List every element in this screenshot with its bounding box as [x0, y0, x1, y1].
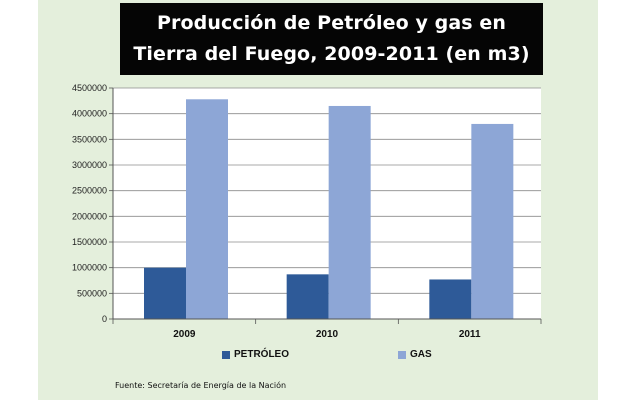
y-tick-label: 3000000 — [72, 160, 107, 170]
y-tick-label: 0 — [102, 314, 107, 324]
legend-swatch-petroleo — [222, 350, 230, 359]
y-tick-label: 1500000 — [72, 237, 107, 247]
legend-item-petroleo: PETRÓLEO — [222, 349, 289, 360]
y-tick-label: 3500000 — [72, 134, 107, 144]
chart-source-note: Fuente: Secretaría de Energía de la Naci… — [115, 381, 287, 390]
x-tick-label: 2011 — [459, 329, 481, 340]
chart-title-line-2: Tierra del Fuego, 2009-2011 (en m3) — [133, 43, 530, 65]
y-tick-label: 2000000 — [72, 211, 107, 221]
bar-petr-leo-2009 — [144, 267, 186, 319]
chart-title-line-1: Producción de Petróleo y gas en — [156, 12, 507, 34]
bar-gas-2011 — [471, 123, 514, 319]
chart-title: Producción de Petróleo y gas en Tierra d… — [120, 3, 543, 75]
y-tick-label: 1000000 — [72, 263, 107, 273]
bar-petr-leo-2010 — [286, 274, 329, 319]
legend-label-petroleo: PETRÓLEO — [234, 349, 290, 360]
y-tick-label: 500000 — [77, 288, 107, 298]
x-tick-label: 2009 — [173, 329, 196, 340]
bar-gas-2010 — [328, 105, 371, 319]
chart-legend: PETRÓLEO GAS — [0, 349, 619, 363]
x-tick-label: 2010 — [316, 329, 339, 340]
bar-petr-leo-2011 — [429, 279, 472, 319]
legend-item-gas: GAS — [398, 349, 432, 360]
legend-swatch-gas — [398, 350, 406, 359]
y-tick-label: 2500000 — [72, 186, 107, 196]
bar-gas-2009 — [186, 99, 228, 319]
y-tick-label: 4000000 — [72, 109, 107, 119]
y-tick-label: 4500000 — [72, 83, 107, 93]
legend-label-gas: GAS — [410, 349, 432, 360]
